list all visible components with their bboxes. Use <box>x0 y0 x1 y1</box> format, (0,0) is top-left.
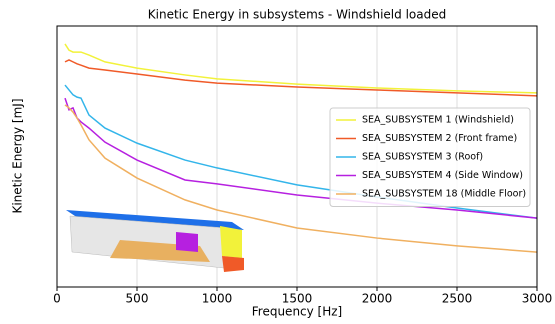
x-tick-label: 2000 <box>362 292 393 306</box>
y-axis-label: Kinetic Energy [mJ] <box>11 98 25 213</box>
chart-title: Kinetic Energy in subsystems - Windshiel… <box>148 8 446 22</box>
legend: SEA_SUBSYSTEM 1 (Windshield) SEA_SUBSYSTE… <box>330 108 530 207</box>
x-tick-label: 1000 <box>202 292 233 306</box>
legend-label: SEA_SUBSYSTEM 4 (Side Window) <box>362 170 523 181</box>
series-line <box>65 44 537 93</box>
x-tick-label: 0 <box>53 292 61 306</box>
legend-label: SEA_SUBSYSTEM 3 (Roof) <box>362 152 483 163</box>
x-tick-label: 2500 <box>442 292 473 306</box>
x-axis-label: Frequency [Hz] <box>252 305 343 319</box>
legend-label: SEA_SUBSYSTEM 18 (Middle Floor) <box>362 189 526 200</box>
x-tick-label: 1500 <box>282 292 313 306</box>
legend-label: SEA_SUBSYSTEM 1 (Windshield) <box>362 115 514 126</box>
legend-label: SEA_SUBSYSTEM 2 (Front frame) <box>362 133 517 144</box>
x-tick-label: 3000 <box>522 292 553 306</box>
x-tick-label: 500 <box>126 292 149 306</box>
chart: Kinetic Energy in subsystems - Windshiel… <box>0 0 555 324</box>
